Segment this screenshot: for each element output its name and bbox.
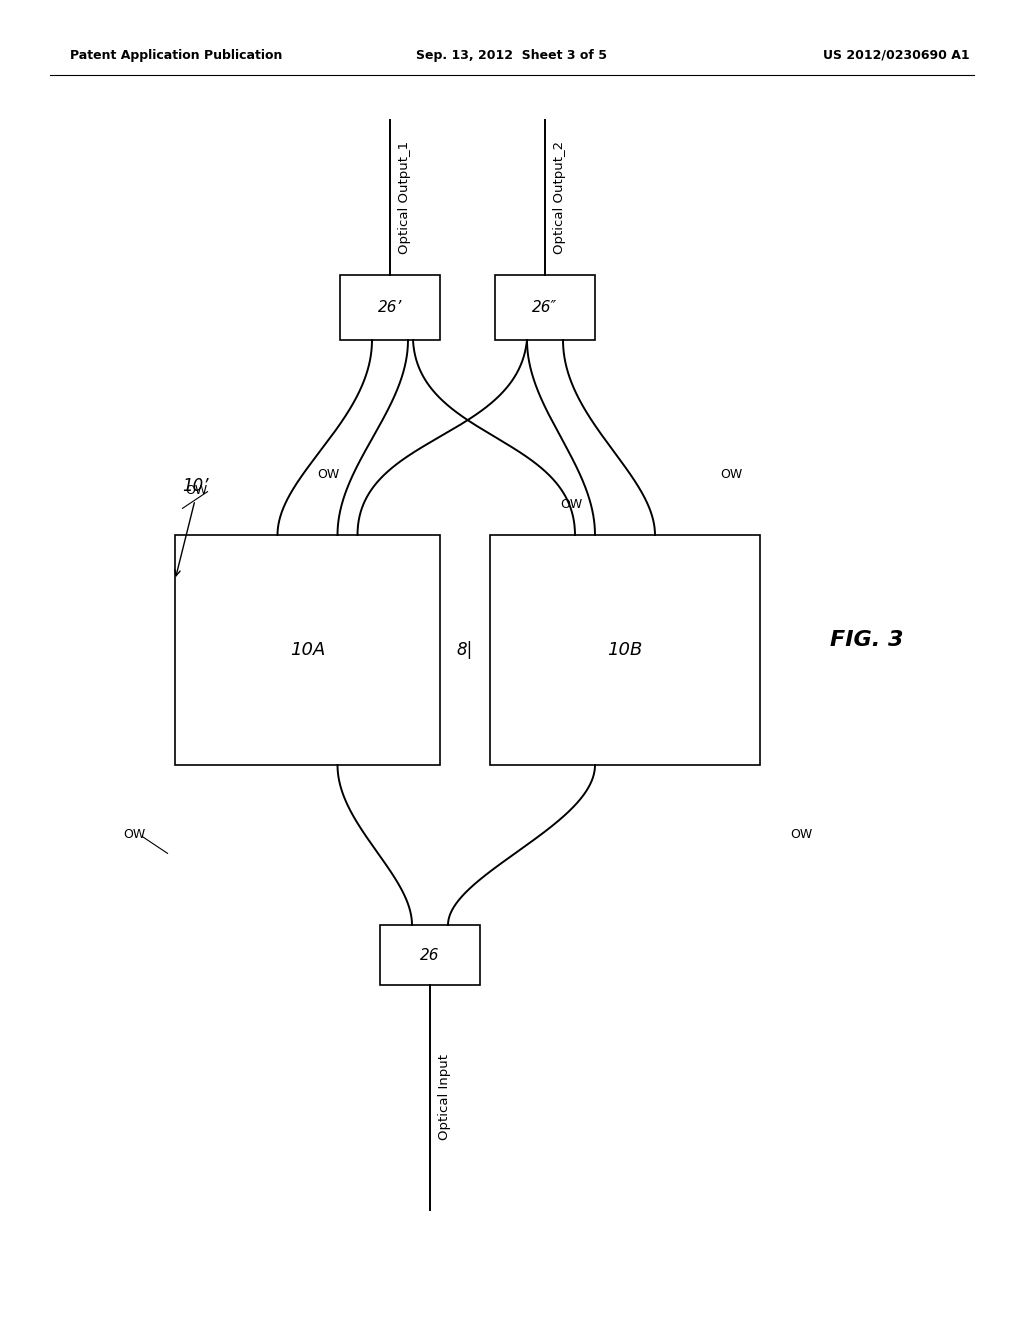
Bar [495,275,595,341]
Bar [490,535,760,766]
Text: 10A: 10A [290,642,326,659]
Text: Patent Application Publication: Patent Application Publication [70,49,283,62]
Text: Optical Input: Optical Input [438,1055,451,1140]
Text: 26″: 26″ [532,300,558,315]
Text: 10’: 10’ [181,477,208,495]
Text: Sep. 13, 2012  Sheet 3 of 5: Sep. 13, 2012 Sheet 3 of 5 [417,49,607,62]
Text: OW: OW [560,499,583,511]
Text: 8|: 8| [457,642,473,659]
Bar [380,925,480,985]
Text: OW: OW [123,829,145,842]
Text: US 2012/0230690 A1: US 2012/0230690 A1 [823,49,970,62]
Text: 26: 26 [420,948,439,962]
Text: OW: OW [317,469,340,482]
Text: Optical Output_2: Optical Output_2 [553,141,566,253]
Text: Optical Output_1: Optical Output_1 [398,141,411,253]
Text: 10B: 10B [607,642,643,659]
Bar [340,275,440,341]
Text: OW: OW [185,483,207,496]
Text: 26’: 26’ [378,300,402,315]
Text: OW: OW [790,829,812,842]
Text: FIG. 3: FIG. 3 [830,630,903,649]
Text: OW: OW [720,469,742,482]
Bar [175,535,440,766]
